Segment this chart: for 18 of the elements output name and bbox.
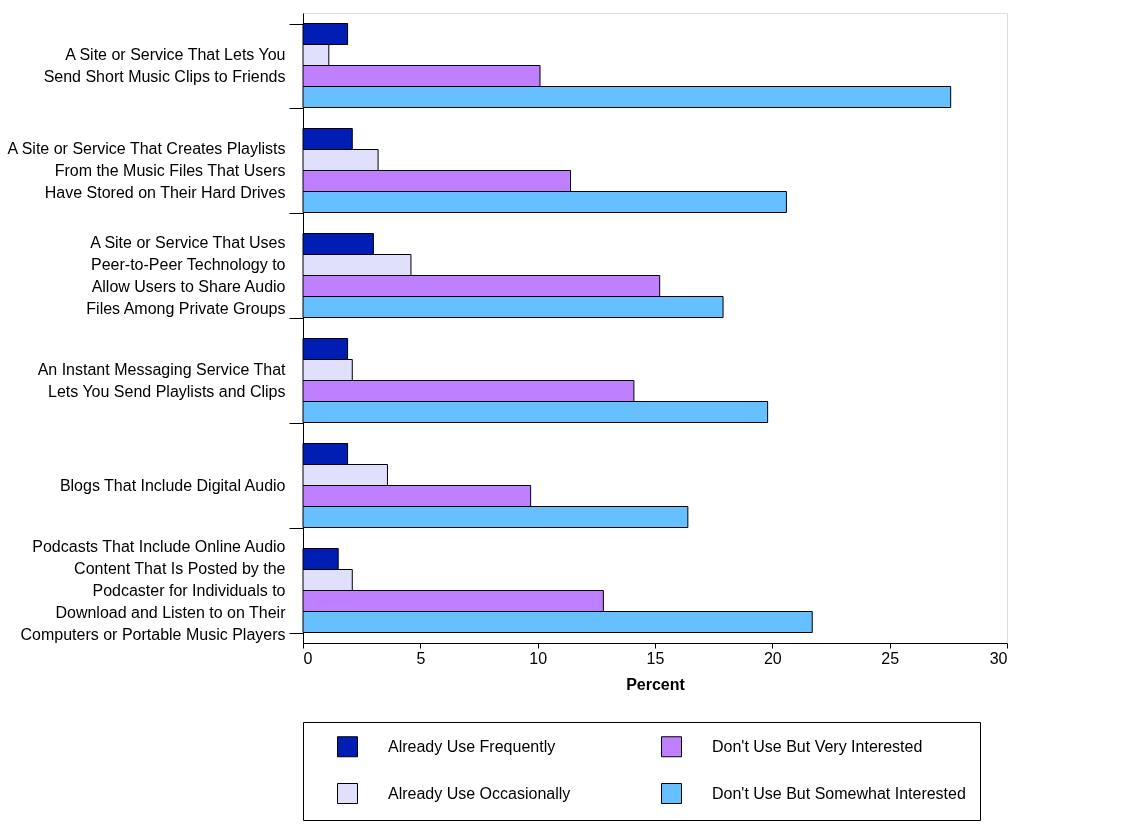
x-axis-title: Percent [626, 675, 686, 693]
y-tick-label: A Site or Service That Creates Playlists From the Music Files That Users Have Stored on Their Hard Drives [7, 140, 286, 201]
y-tick-label: Podcasts That Include Online Audio Content That Is Posted by the Podcaster for Individuals to Download and Listen to on Their Computers or Portable Music Players [20, 538, 287, 643]
legend-label: Don't Use But Somewhat Interested [712, 784, 966, 802]
x-tick-label: 15 [646, 649, 665, 667]
x-tick-label: 0 [303, 649, 313, 667]
x-tick-label: 25 [881, 649, 900, 667]
legend-label: Already Use Occasionally [388, 784, 571, 802]
y-tick-label: Blogs That Include Digital Audio [59, 477, 286, 494]
x-tick-label: 30 [989, 649, 1008, 667]
x-tick-label: 5 [416, 649, 426, 667]
y-tick-label: A Site or Service That Lets You Send Short Music Clips to Friends [43, 46, 286, 85]
legend-label: Don't Use But Very Interested [712, 737, 923, 755]
x-tick-label: 20 [763, 649, 782, 667]
x-tick-label: 10 [529, 649, 548, 667]
y-tick-label: A Site or Service That Uses Peer-to-Peer Technology to Allow Users to Share Audio Files Among Private Groups [86, 234, 286, 317]
legend-label: Already Use Frequently [388, 737, 556, 755]
y-tick-label: An Instant Messaging Service That Lets You Send Playlists and Clips [37, 361, 287, 400]
